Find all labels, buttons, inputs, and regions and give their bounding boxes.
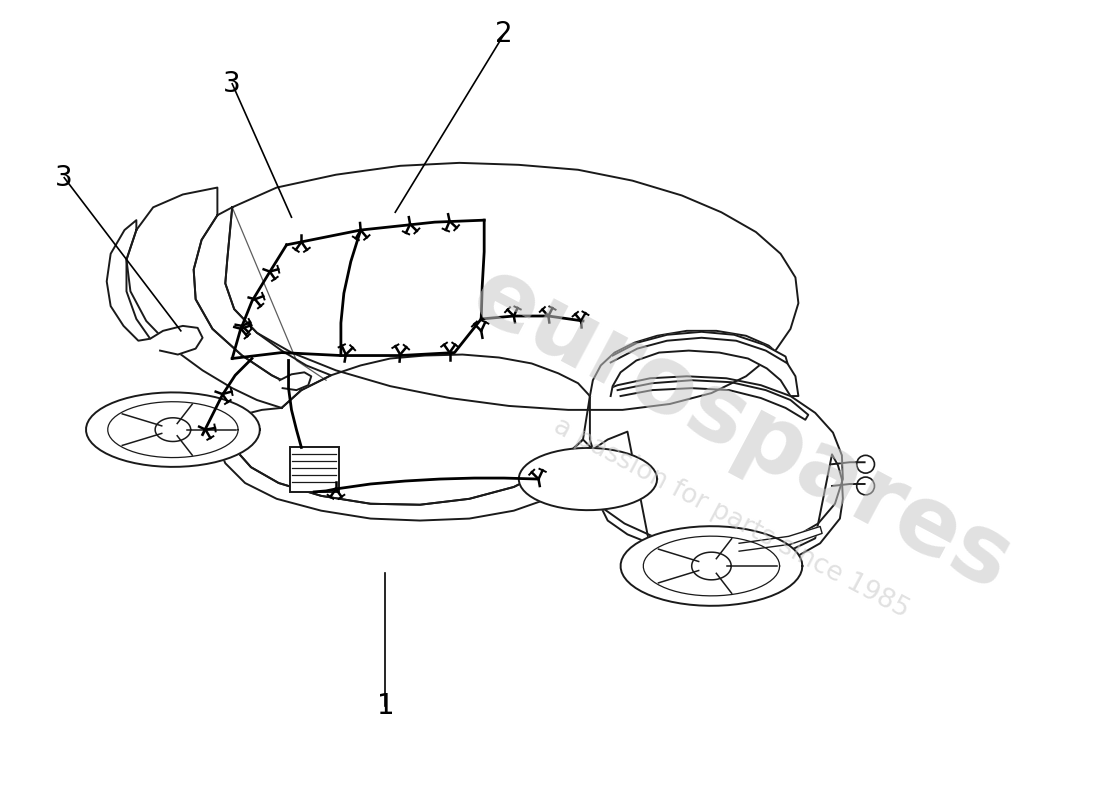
Polygon shape xyxy=(218,430,593,521)
Polygon shape xyxy=(739,526,822,551)
Text: 2: 2 xyxy=(495,20,513,48)
Polygon shape xyxy=(519,448,657,510)
Polygon shape xyxy=(610,332,788,363)
Polygon shape xyxy=(583,376,843,548)
Polygon shape xyxy=(232,354,590,505)
Polygon shape xyxy=(583,432,843,573)
Text: 1: 1 xyxy=(376,692,394,720)
Polygon shape xyxy=(86,393,260,467)
Text: a passion for parts since 1985: a passion for parts since 1985 xyxy=(549,414,913,624)
Polygon shape xyxy=(107,220,151,341)
Polygon shape xyxy=(279,372,311,390)
Bar xyxy=(289,447,339,492)
Polygon shape xyxy=(620,526,802,606)
Polygon shape xyxy=(151,326,202,354)
Text: eurospares: eurospares xyxy=(455,249,1026,610)
Polygon shape xyxy=(126,187,301,408)
Polygon shape xyxy=(194,207,331,390)
Polygon shape xyxy=(590,331,799,396)
Text: 3: 3 xyxy=(55,164,73,192)
Polygon shape xyxy=(226,163,799,410)
Text: 3: 3 xyxy=(223,70,241,98)
